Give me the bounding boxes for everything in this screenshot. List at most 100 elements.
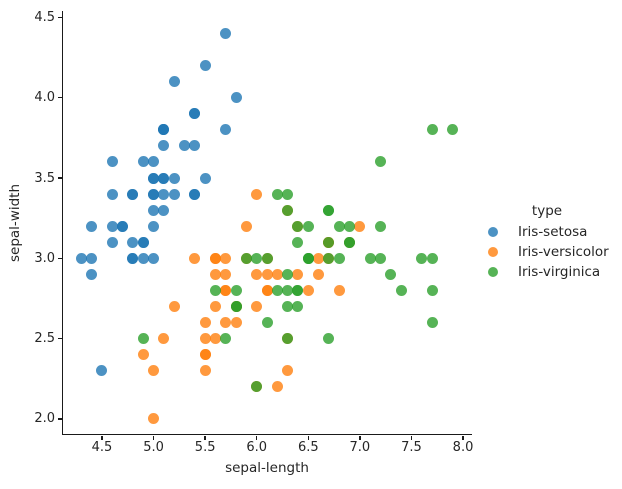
data-point-iris-virginica bbox=[364, 252, 376, 264]
data-point-iris-setosa bbox=[199, 172, 211, 184]
data-point-iris-virginica bbox=[230, 284, 242, 296]
x-tick-label: 7.0 bbox=[349, 440, 371, 455]
data-point-iris-versicolor bbox=[209, 301, 221, 312]
data-point-iris-setosa bbox=[158, 204, 170, 216]
data-point-iris-versicolor bbox=[168, 301, 180, 312]
data-point-iris-versicolor bbox=[292, 268, 304, 280]
data-point-iris-setosa bbox=[127, 252, 139, 264]
legend-label: Iris-versicolor bbox=[518, 244, 609, 260]
y-tick-label: 3.5 bbox=[34, 170, 55, 186]
data-point-iris-virginica bbox=[282, 301, 294, 312]
y-tick-label: 2.0 bbox=[34, 411, 55, 427]
legend-entry-iris-setosa: Iris-setosa bbox=[483, 222, 615, 242]
data-point-iris-setosa bbox=[179, 140, 190, 152]
legend: type Iris-setosa Iris-versicolor Iris-virg… bbox=[483, 203, 615, 282]
y-axis-label: sepal-width bbox=[7, 183, 23, 263]
data-point-iris-virginica bbox=[240, 252, 252, 264]
data-point-iris-versicolor bbox=[209, 252, 221, 264]
x-tick-mark bbox=[256, 436, 258, 440]
y-tick-mark bbox=[58, 257, 62, 260]
data-point-iris-virginica bbox=[251, 252, 263, 264]
data-point-iris-versicolor bbox=[199, 365, 211, 377]
data-point-iris-setosa bbox=[148, 252, 160, 264]
data-point-iris-setosa bbox=[86, 220, 98, 232]
data-point-iris-setosa bbox=[148, 172, 160, 184]
data-point-iris-virginica bbox=[344, 236, 356, 248]
data-point-iris-versicolor bbox=[251, 301, 263, 312]
data-point-iris-versicolor bbox=[220, 268, 232, 280]
data-point-iris-setosa bbox=[148, 204, 160, 216]
data-point-iris-setosa bbox=[158, 140, 170, 152]
data-point-iris-versicolor bbox=[282, 365, 294, 377]
data-point-iris-versicolor bbox=[137, 349, 149, 361]
data-point-iris-setosa bbox=[168, 76, 180, 88]
data-point-iris-virginica bbox=[416, 252, 428, 264]
data-point-iris-virginica bbox=[323, 252, 335, 264]
data-point-iris-setosa bbox=[148, 156, 160, 168]
data-point-iris-setosa bbox=[189, 108, 201, 120]
data-point-iris-setosa bbox=[148, 188, 160, 200]
data-point-iris-virginica bbox=[323, 204, 335, 216]
data-point-iris-setosa bbox=[220, 124, 232, 136]
y-tick-label: 2.5 bbox=[34, 331, 55, 347]
data-point-iris-setosa bbox=[168, 188, 180, 200]
data-point-iris-setosa bbox=[106, 220, 118, 232]
data-point-iris-virginica bbox=[282, 268, 294, 280]
legend-marker-iris-setosa bbox=[488, 227, 498, 237]
data-point-iris-virginica bbox=[282, 204, 294, 216]
x-tick-mark bbox=[204, 436, 206, 440]
data-point-iris-virginica bbox=[261, 317, 273, 329]
data-point-iris-virginica bbox=[385, 268, 397, 280]
data-point-iris-virginica bbox=[395, 284, 407, 296]
data-point-iris-versicolor bbox=[148, 365, 160, 377]
legend-entry-iris-versicolor: Iris-versicolor bbox=[483, 242, 615, 262]
data-point-iris-setosa bbox=[158, 124, 170, 136]
data-point-iris-virginica bbox=[220, 333, 232, 345]
data-point-iris-versicolor bbox=[220, 252, 232, 264]
data-point-iris-virginica bbox=[302, 252, 314, 264]
data-point-iris-setosa bbox=[168, 172, 180, 184]
legend-label: Iris-virginica bbox=[518, 264, 601, 280]
data-point-iris-setosa bbox=[158, 172, 170, 184]
data-point-iris-virginica bbox=[323, 236, 335, 248]
y-tick-mark bbox=[58, 337, 62, 340]
data-point-iris-virginica bbox=[282, 333, 294, 345]
data-point-iris-versicolor bbox=[302, 284, 314, 296]
data-point-iris-setosa bbox=[127, 188, 139, 200]
data-point-iris-setosa bbox=[137, 252, 149, 264]
data-point-iris-setosa bbox=[148, 220, 160, 232]
data-point-iris-setosa bbox=[137, 236, 149, 248]
y-tick-label: 4.0 bbox=[34, 90, 55, 106]
x-tick-label: 7.5 bbox=[401, 440, 422, 455]
data-point-iris-virginica bbox=[302, 220, 314, 232]
data-point-iris-virginica bbox=[375, 220, 386, 232]
data-point-iris-virginica bbox=[426, 284, 438, 296]
data-point-iris-setosa bbox=[86, 252, 98, 264]
data-point-iris-virginica bbox=[292, 236, 304, 248]
data-point-iris-virginica bbox=[333, 252, 345, 264]
data-point-iris-versicolor bbox=[313, 268, 325, 280]
legend-title: type bbox=[531, 203, 563, 219]
x-tick-mark bbox=[307, 436, 309, 440]
data-point-iris-setosa bbox=[106, 236, 118, 248]
legend-marker-iris-virginica bbox=[488, 267, 498, 277]
data-point-iris-virginica bbox=[282, 284, 294, 296]
data-point-iris-virginica bbox=[447, 124, 459, 136]
data-point-iris-virginica bbox=[271, 188, 283, 200]
data-point-iris-virginica bbox=[137, 333, 149, 345]
data-point-iris-setosa bbox=[137, 156, 149, 168]
data-point-iris-versicolor bbox=[230, 317, 242, 329]
plot-area bbox=[62, 11, 472, 435]
data-point-iris-versicolor bbox=[148, 413, 160, 425]
x-tick-label: 6.0 bbox=[246, 440, 268, 455]
legend-marker-iris-versicolor bbox=[488, 247, 498, 257]
y-tick-label: 3.0 bbox=[34, 250, 55, 266]
data-point-iris-versicolor bbox=[271, 268, 283, 280]
data-point-iris-virginica bbox=[292, 220, 304, 232]
data-point-iris-virginica bbox=[426, 124, 438, 136]
x-tick-label: 5.0 bbox=[143, 440, 164, 455]
data-point-iris-setosa bbox=[86, 268, 98, 280]
data-point-iris-virginica bbox=[230, 301, 242, 312]
x-tick-mark bbox=[359, 436, 361, 440]
x-tick-mark bbox=[462, 436, 464, 440]
